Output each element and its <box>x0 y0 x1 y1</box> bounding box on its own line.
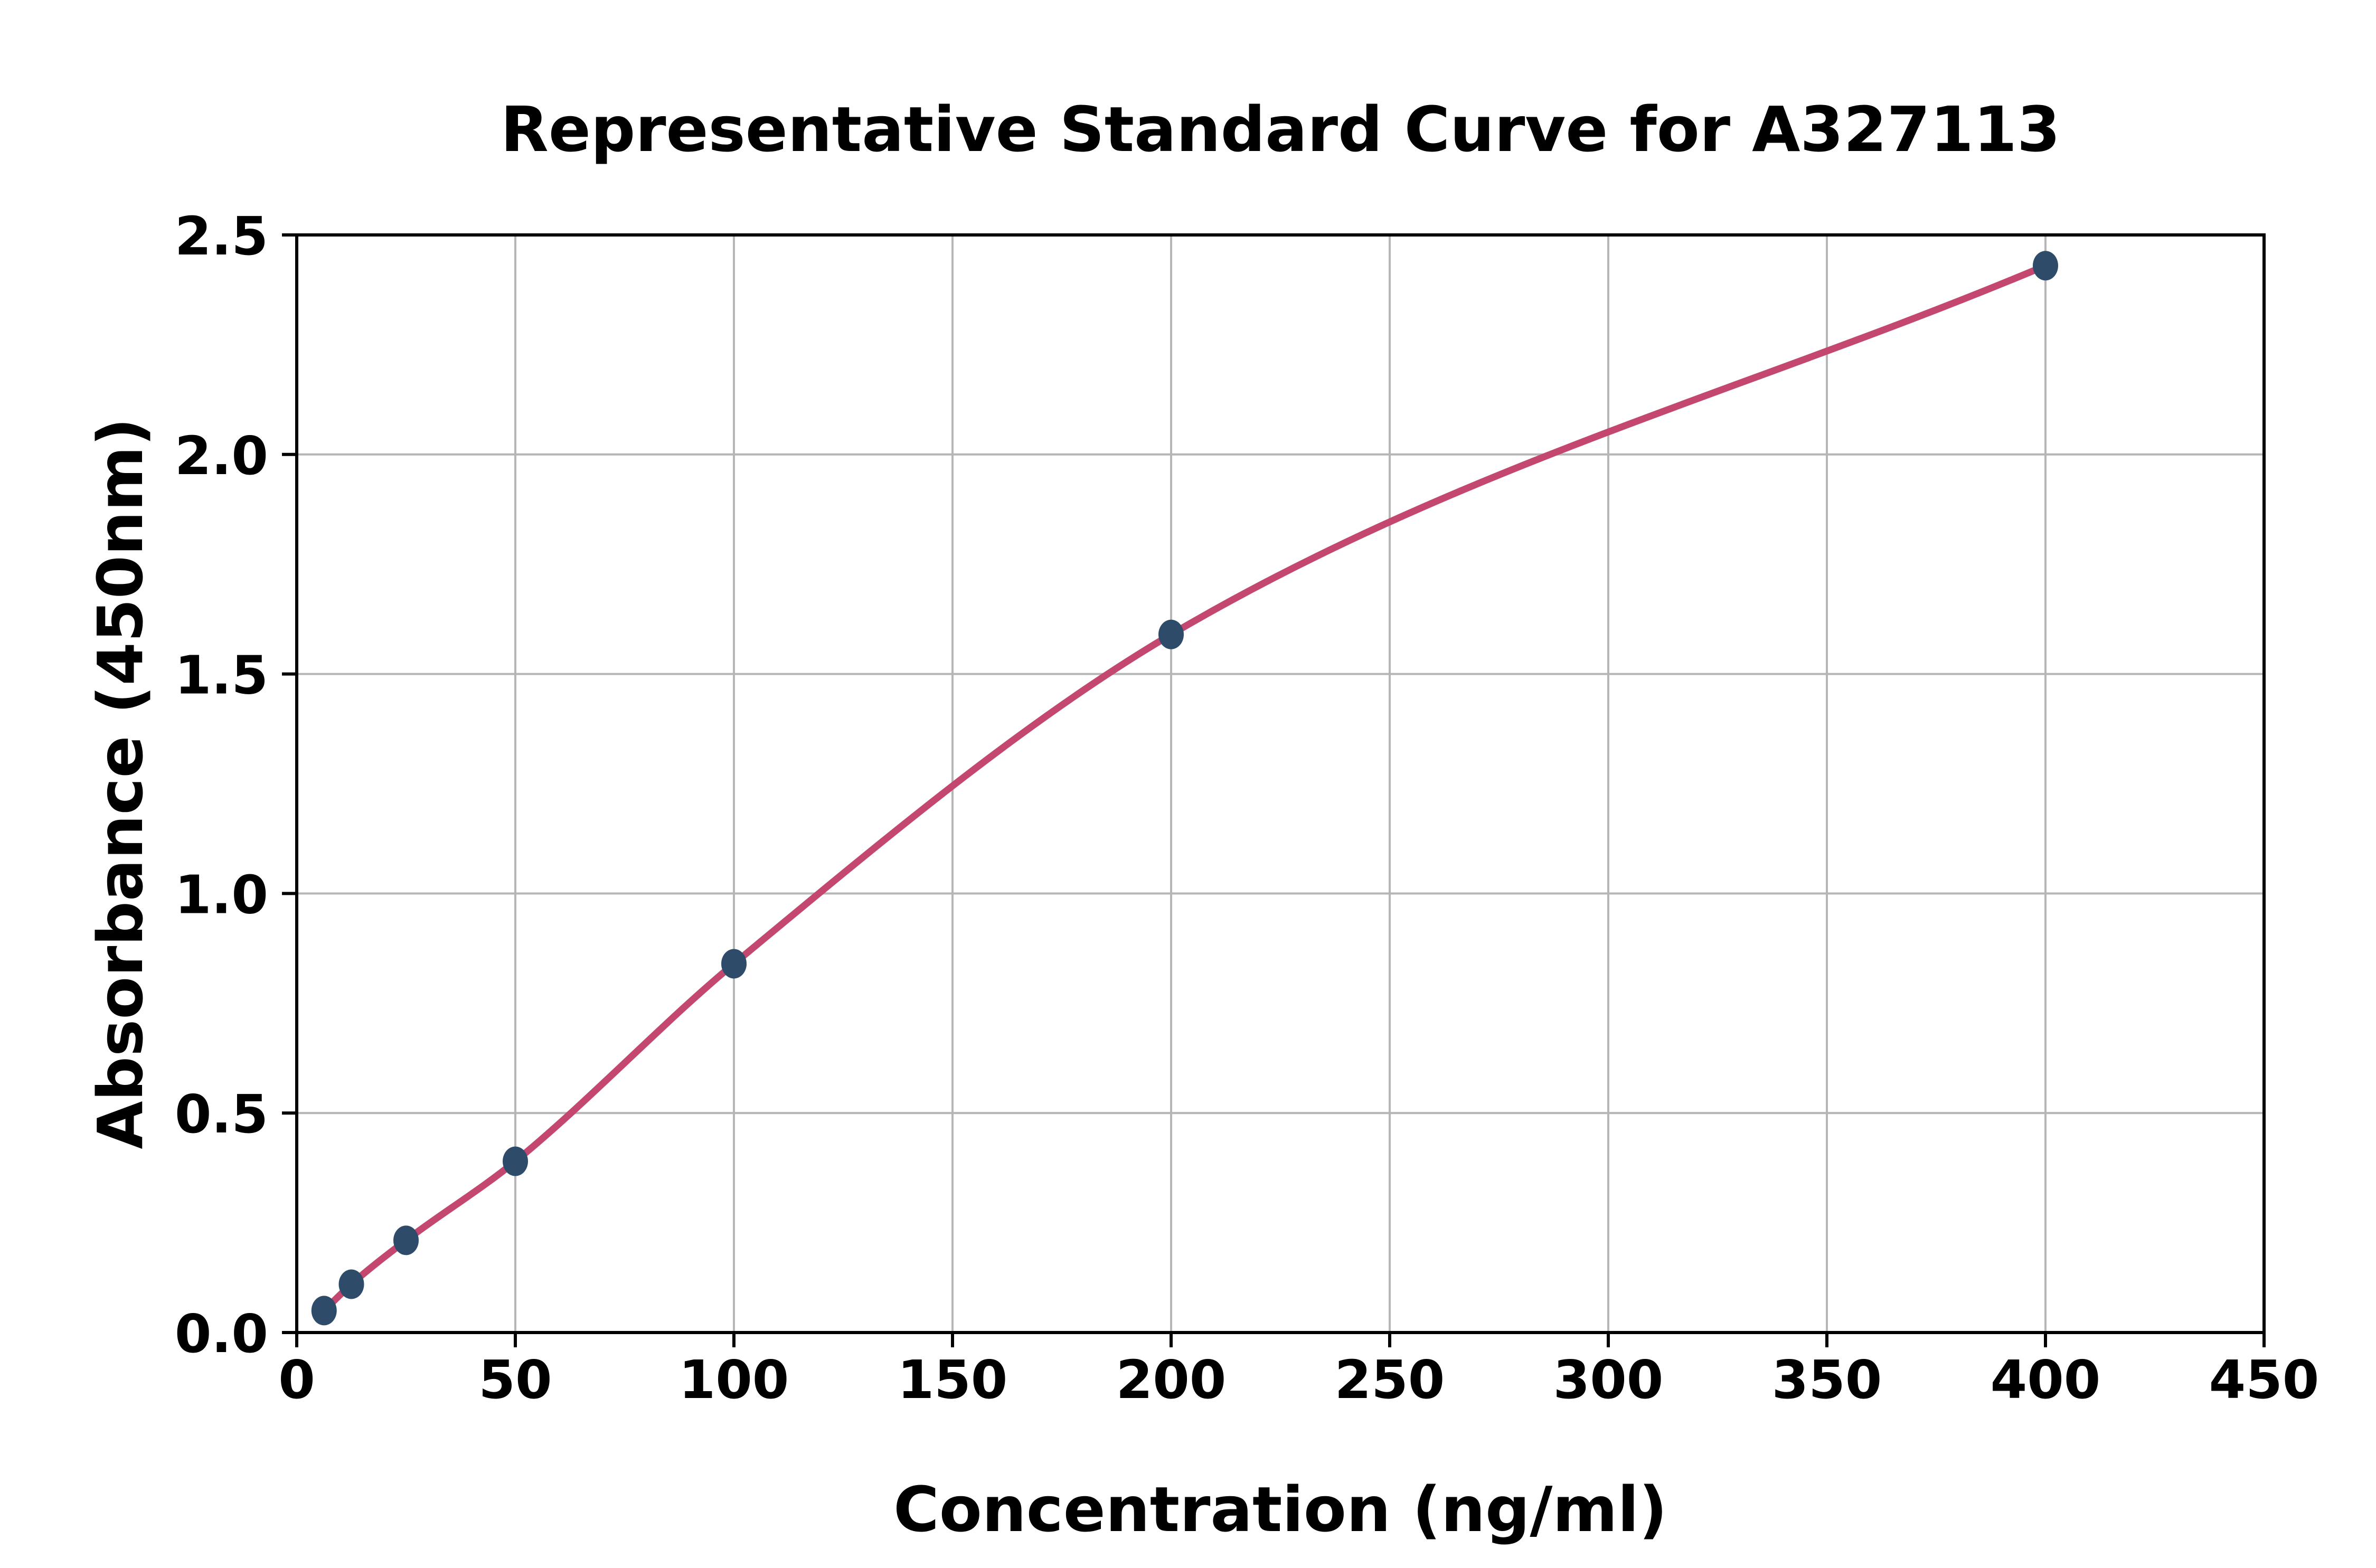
y-tick-label: 0.0 <box>175 1303 268 1365</box>
x-tick-label: 100 <box>679 1349 789 1411</box>
data-point-marker <box>1158 619 1184 649</box>
x-tick-label: 150 <box>898 1349 1008 1411</box>
y-tick-label: 0.5 <box>175 1083 268 1145</box>
data-point-marker <box>721 949 747 979</box>
y-axis-label: Absorbance (450nm) <box>84 418 157 1149</box>
fitted-curve-line <box>320 262 2049 1314</box>
data-point-marker <box>503 1146 528 1176</box>
x-tick-label: 300 <box>1553 1349 1664 1411</box>
y-tick-label: 2.5 <box>175 205 268 267</box>
x-tick-label: 450 <box>2209 1349 2320 1411</box>
plot-border <box>295 233 2266 1334</box>
y-tick-label: 1.0 <box>175 864 268 925</box>
y-tick-label: 2.0 <box>175 425 268 487</box>
x-tick-label: 250 <box>1335 1349 1445 1411</box>
data-point-marker <box>311 1296 337 1326</box>
x-tick-label: 50 <box>478 1349 552 1411</box>
x-tick-label: 0 <box>278 1349 315 1411</box>
data-point-marker <box>393 1225 419 1255</box>
chart-title: Representative Standard Curve for A32711… <box>500 93 2061 166</box>
x-tick-label: 400 <box>1991 1349 2101 1411</box>
y-tick-label: 1.5 <box>175 645 268 706</box>
x-tick-label: 200 <box>1116 1349 1227 1411</box>
data-point-marker <box>2033 251 2058 281</box>
x-axis-label: Concentration (ng/ml) <box>893 1473 1667 1546</box>
data-point-marker <box>338 1269 364 1299</box>
x-tick-label: 350 <box>1772 1349 1882 1411</box>
